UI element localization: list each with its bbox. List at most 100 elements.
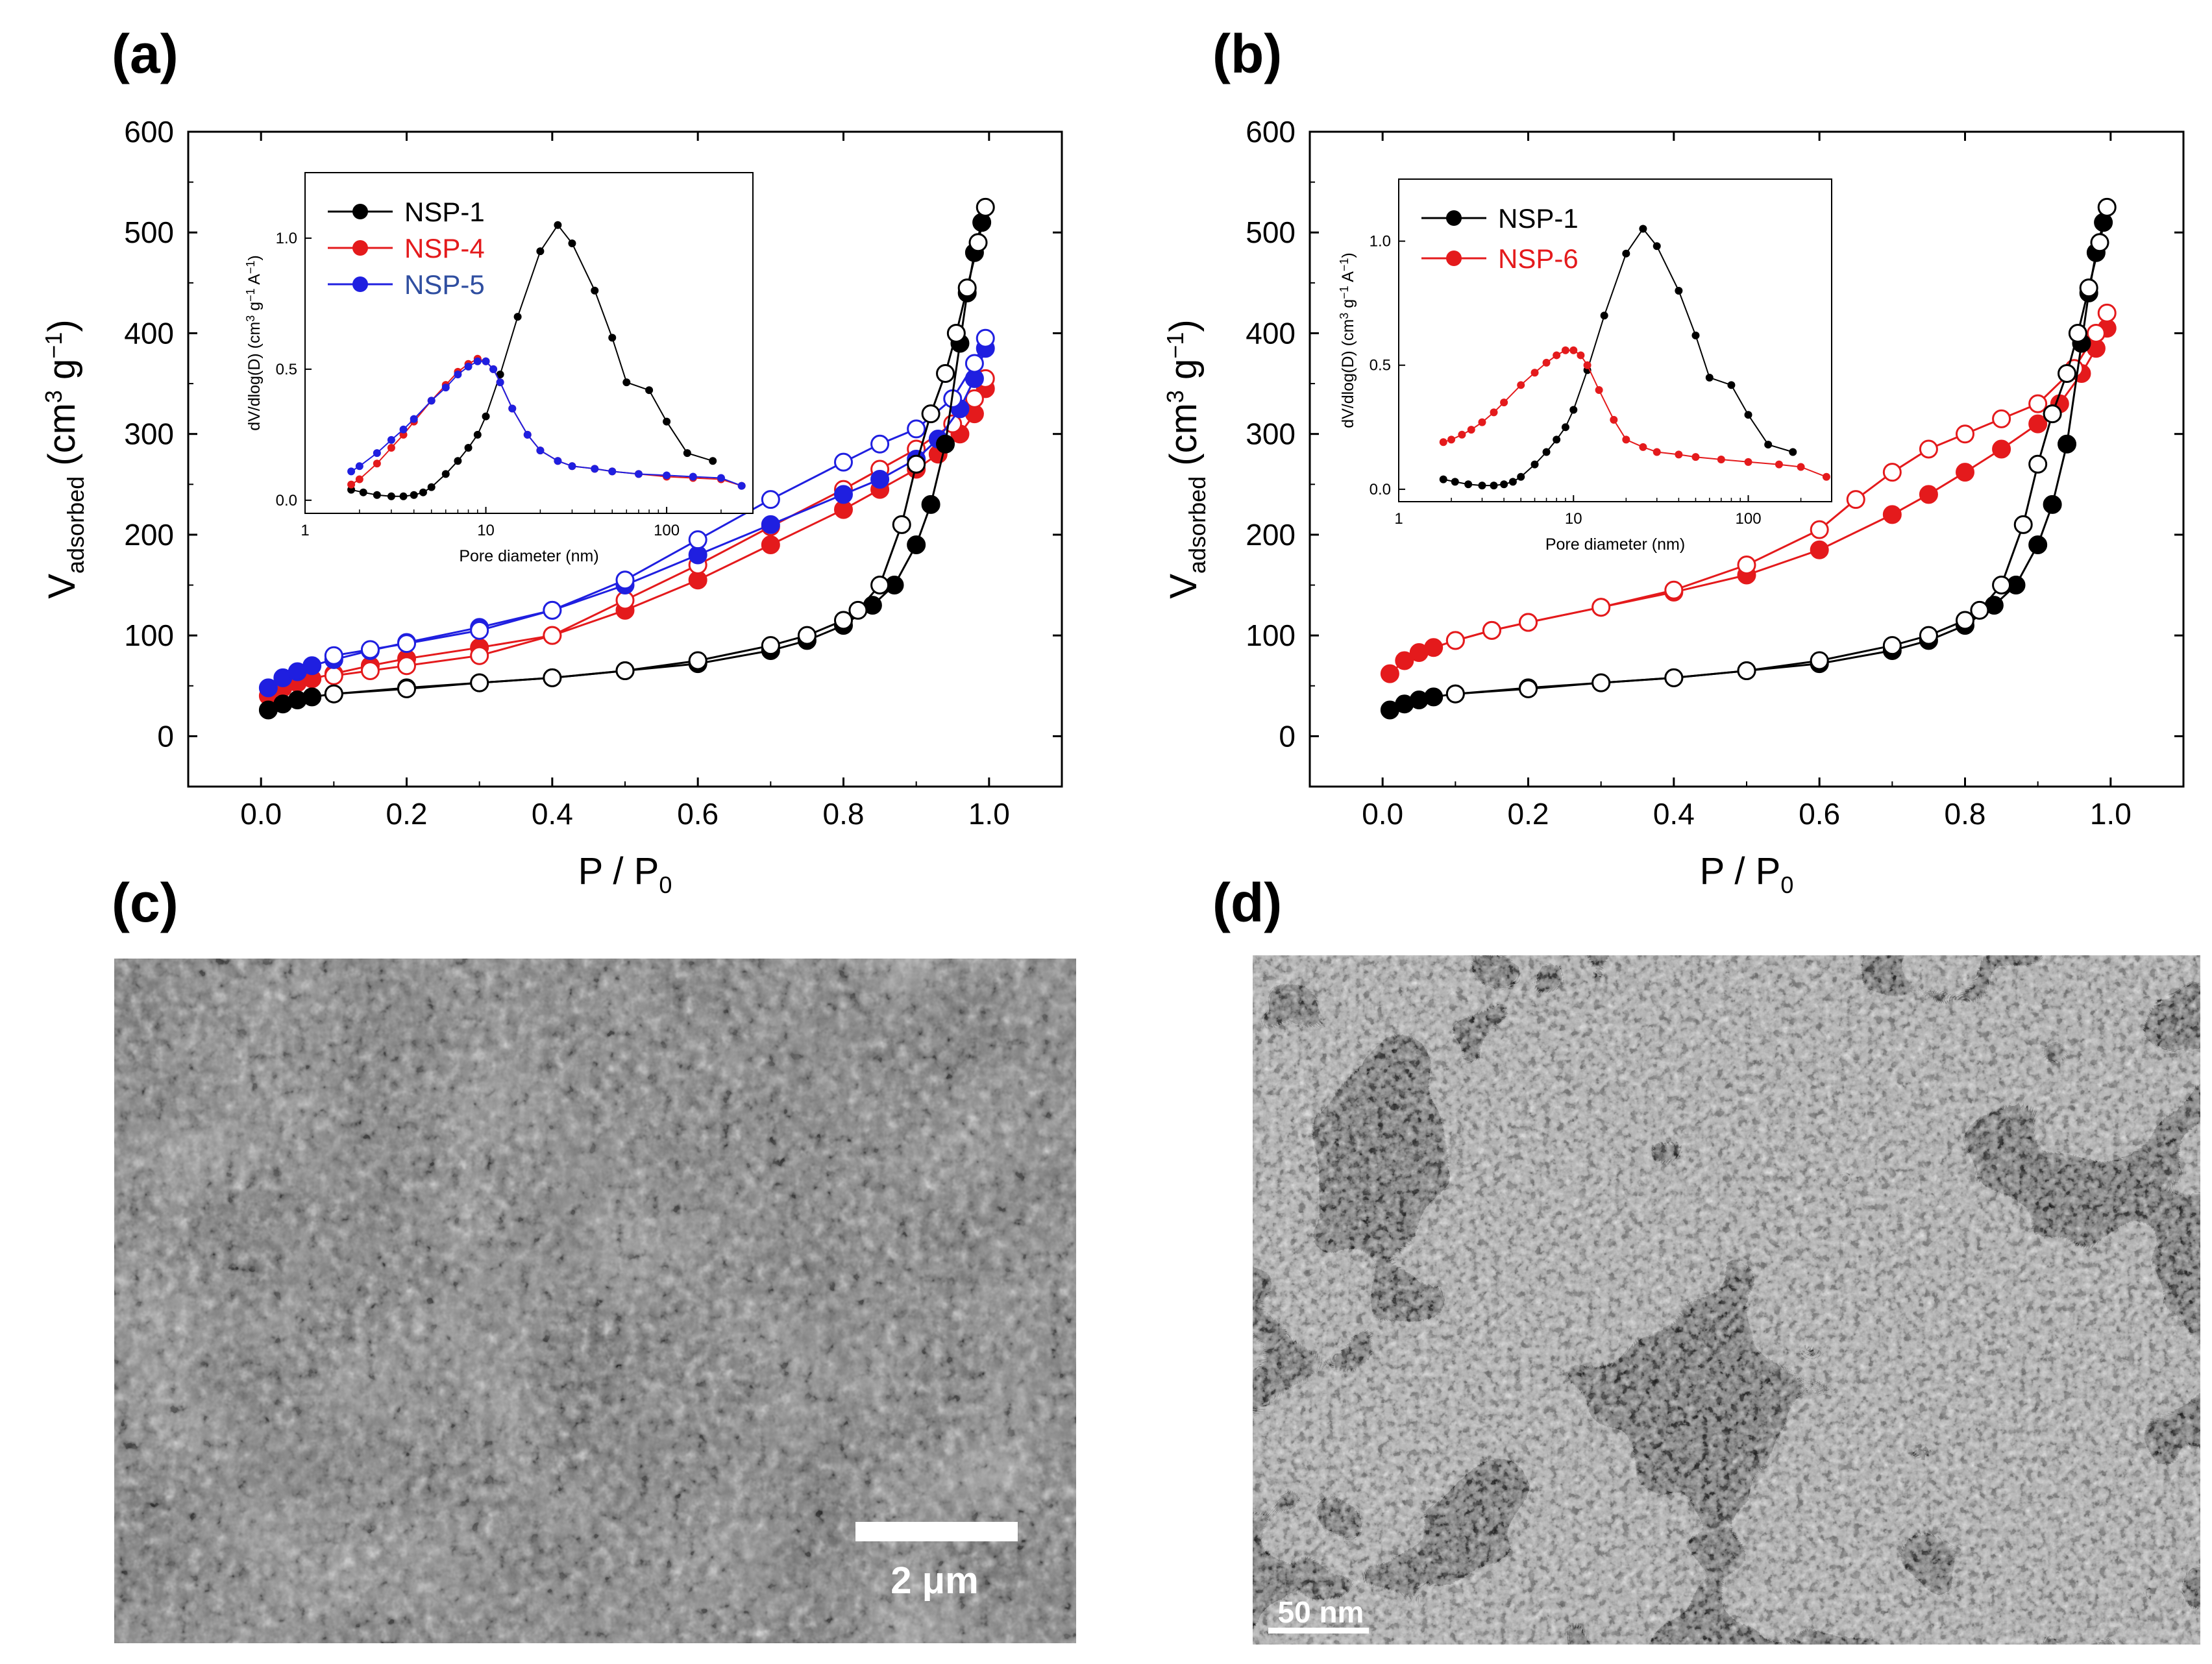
data-point bbox=[761, 515, 780, 534]
data-point bbox=[470, 646, 489, 665]
data-point bbox=[1992, 439, 2011, 459]
inset-data-point bbox=[523, 430, 532, 439]
data-point bbox=[834, 611, 853, 630]
inset-data-point bbox=[1478, 482, 1486, 490]
inset-data-point bbox=[1439, 438, 1447, 447]
data-point bbox=[615, 570, 635, 590]
data-point bbox=[470, 620, 489, 640]
data-point bbox=[965, 354, 984, 373]
inset-data-point bbox=[1764, 441, 1773, 449]
data-point bbox=[2068, 323, 2087, 343]
inset-data-point bbox=[454, 370, 462, 378]
inset-data-point bbox=[1530, 460, 1539, 469]
y-axis-label: Vadsorbed (cm3 g−1) bbox=[40, 319, 89, 598]
data-point bbox=[946, 323, 966, 343]
data-point bbox=[761, 636, 780, 655]
inset-y-tick-label: 0.5 bbox=[276, 361, 297, 378]
tem-scale-bar bbox=[1268, 1628, 1369, 1633]
inset-data-point bbox=[347, 467, 356, 476]
inset-data-point bbox=[568, 239, 576, 248]
inset-data-point bbox=[513, 313, 522, 321]
data-point bbox=[870, 470, 890, 489]
inset-data-point bbox=[1447, 435, 1456, 444]
legend-label-NSP-1: NSP-1 bbox=[404, 197, 485, 227]
inset-data-point bbox=[359, 488, 367, 496]
data-point bbox=[1591, 673, 1611, 692]
data-point bbox=[2028, 454, 2048, 474]
legend-marker bbox=[1446, 251, 1462, 266]
data-point bbox=[834, 485, 853, 504]
inset-data-point bbox=[419, 488, 427, 496]
x-tick-label: 1.0 bbox=[2090, 797, 2132, 831]
data-point bbox=[688, 651, 707, 670]
data-point bbox=[2028, 414, 2048, 434]
inset-data-point bbox=[355, 462, 363, 471]
legend-label-NSP-1: NSP-1 bbox=[1498, 203, 1579, 234]
inset-data-point bbox=[387, 492, 395, 500]
inset-data-point bbox=[645, 386, 654, 395]
data-point bbox=[470, 673, 489, 692]
y-tick-label: 300 bbox=[1246, 417, 1296, 451]
inset-data-point bbox=[1622, 435, 1630, 444]
data-point bbox=[1810, 540, 1829, 559]
inset-data-point bbox=[1744, 458, 1752, 466]
data-point bbox=[324, 666, 343, 685]
x-tick-label: 0.8 bbox=[823, 797, 865, 831]
data-point bbox=[907, 454, 926, 474]
data-point bbox=[976, 197, 995, 217]
y-tick-label: 0 bbox=[157, 719, 174, 753]
inset-x-tick-label: 1 bbox=[301, 522, 309, 539]
data-point bbox=[1380, 664, 1399, 683]
inset-b: 1 10 100 0.0 0.5 1.0 Pore diameter (nm) dV/dlog… bbox=[1338, 178, 1832, 554]
tem-scale-label: 50 nm bbox=[1278, 1595, 1364, 1629]
data-point bbox=[1395, 651, 1414, 670]
inset-data-point bbox=[591, 286, 599, 295]
inset-x-tick-label: 10 bbox=[1565, 510, 1582, 528]
chart-a-isotherm: 0.0 0.2 0.4 0.6 0.8 1.0 0 100 200 300 400 500 600 P /… bbox=[40, 115, 1063, 898]
inset-data-point bbox=[1653, 242, 1661, 251]
data-point bbox=[968, 233, 988, 252]
data-point bbox=[1445, 631, 1465, 650]
x-tick-label: 1.0 bbox=[968, 797, 1010, 831]
data-point bbox=[1519, 679, 1538, 698]
data-point bbox=[2028, 535, 2048, 554]
inset-data-point bbox=[1478, 418, 1486, 426]
inset-data-point bbox=[482, 357, 490, 365]
inset-data-point bbox=[399, 492, 408, 500]
data-point bbox=[1664, 668, 1684, 687]
inset-data-point bbox=[1569, 406, 1578, 414]
panel-letter-c: (c) bbox=[112, 872, 178, 933]
data-point bbox=[976, 328, 995, 348]
inset-data-point bbox=[1822, 472, 1830, 481]
inset-data-point bbox=[373, 449, 381, 458]
data-point bbox=[2013, 515, 2033, 534]
inset-frame bbox=[304, 172, 754, 514]
inset-data-point bbox=[1451, 478, 1459, 486]
inset-data-point bbox=[1553, 351, 1561, 360]
data-point bbox=[1810, 520, 1829, 539]
series-line bbox=[1455, 312, 2108, 642]
y-axis-label: Vadsorbed (cm3 g−1) bbox=[1162, 319, 1210, 598]
inset-x-axis-label: Pore diameter (nm) bbox=[459, 547, 598, 565]
inset-data-point bbox=[737, 482, 746, 490]
panel-letter-b: (b) bbox=[1212, 23, 1282, 84]
inset-data-point bbox=[709, 457, 717, 465]
inset-data-point bbox=[608, 334, 617, 342]
inset-data-point bbox=[454, 457, 462, 465]
y-tick-label: 200 bbox=[124, 518, 174, 552]
inset-data-point bbox=[1675, 450, 1683, 459]
inset-data-point bbox=[1530, 369, 1539, 377]
inset-data-point bbox=[387, 444, 395, 452]
series-line bbox=[267, 222, 983, 711]
legend-marker bbox=[352, 204, 368, 219]
inset-data-point bbox=[1622, 249, 1630, 258]
y-tick-label: 600 bbox=[124, 115, 174, 149]
data-point bbox=[324, 646, 343, 665]
inset-data-point bbox=[508, 404, 517, 413]
inset-data-point bbox=[1789, 448, 1797, 456]
inset-data-point bbox=[554, 457, 562, 465]
data-point bbox=[965, 389, 984, 408]
data-point bbox=[761, 535, 780, 554]
data-point bbox=[1482, 620, 1501, 640]
inset-data-point bbox=[355, 475, 363, 483]
